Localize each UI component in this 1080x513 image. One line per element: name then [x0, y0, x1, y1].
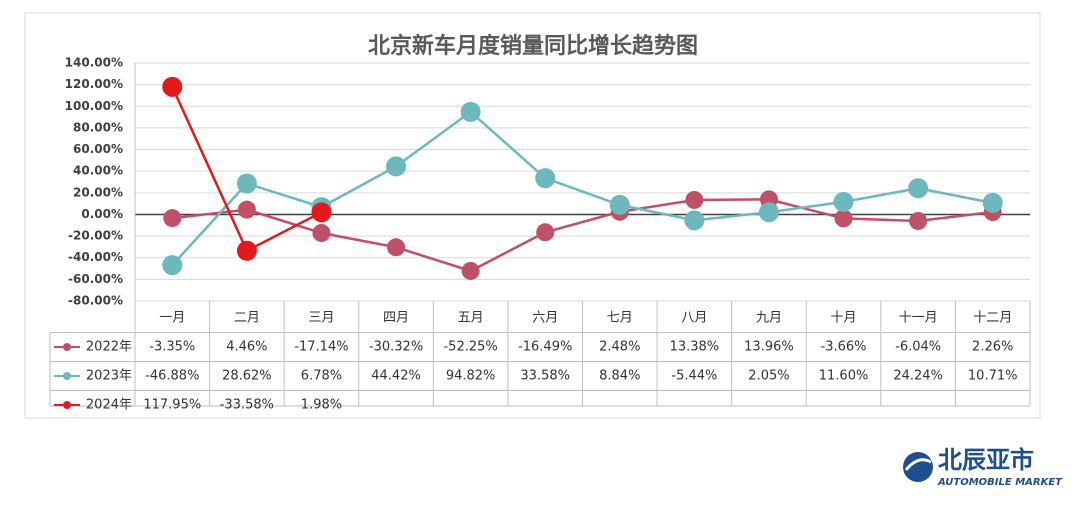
point — [834, 209, 853, 228]
point — [536, 223, 555, 242]
x-tick-label: 十二月 — [973, 311, 1012, 326]
table-value: -3.35% — [149, 340, 195, 355]
point — [833, 191, 854, 212]
x-tick-label: 九月 — [756, 311, 782, 326]
point — [758, 202, 779, 223]
logo-swoosh — [904, 458, 932, 471]
x-tick-label: 十月 — [831, 311, 857, 326]
y-tick-label: 60.00% — [73, 142, 123, 156]
point — [162, 255, 183, 276]
point — [237, 200, 256, 219]
y-tick-label: 100.00% — [65, 99, 123, 113]
x-tick-label: 五月 — [458, 311, 484, 326]
point — [236, 173, 257, 194]
table-value: -6.04% — [895, 340, 941, 355]
y-tick-label: -80.00% — [68, 294, 123, 308]
point — [312, 223, 331, 242]
table-value: 13.38% — [670, 340, 720, 355]
table-value: 2.05% — [748, 369, 789, 384]
y-tick-label: -40.00% — [68, 250, 123, 264]
point — [461, 261, 480, 280]
point — [684, 210, 705, 231]
table-value: 1.98% — [301, 398, 342, 413]
point — [387, 238, 406, 257]
point — [908, 178, 929, 199]
table-value: 33.58% — [520, 369, 570, 384]
point — [982, 192, 1003, 213]
logo: 北辰亚市 AUTOMOBILE MARKET — [903, 446, 1063, 488]
table-value: 2.26% — [972, 340, 1013, 355]
logo-subtitle: AUTOMOBILE MARKET — [937, 477, 1063, 488]
y-tick-label: 120.00% — [65, 77, 123, 91]
legend-marker — [63, 343, 71, 351]
table-value: 28.62% — [222, 369, 272, 384]
table-value: 8.84% — [599, 369, 640, 384]
table-value: 6.78% — [301, 369, 342, 384]
y-tick-label: 80.00% — [73, 120, 123, 134]
table-value: -52.25% — [443, 340, 497, 355]
series-line — [172, 198, 993, 273]
y-tick-label: 140.00% — [65, 56, 123, 70]
table-value: 10.71% — [968, 369, 1018, 384]
x-tick-label: 六月 — [532, 311, 558, 326]
table-value: 117.95% — [143, 398, 201, 413]
table-value: -33.58% — [220, 398, 274, 413]
y-tick-label: -20.00% — [68, 229, 123, 243]
y-tick-label: 20.00% — [73, 185, 123, 199]
point — [609, 194, 630, 215]
legend-marker — [63, 401, 71, 409]
table-value: -5.44% — [671, 369, 717, 384]
table-value: 2.48% — [599, 340, 640, 355]
x-tick-label: 十一月 — [899, 311, 938, 326]
table-value: -17.14% — [294, 340, 348, 355]
x-tick-label: 二月 — [234, 311, 260, 326]
point — [163, 209, 182, 228]
point — [311, 202, 332, 223]
x-tick-label: 七月 — [607, 311, 633, 326]
table-value: 4.46% — [226, 340, 267, 355]
logo-name: 北辰亚市 — [938, 446, 1034, 474]
legend-label: 2022年 — [86, 340, 132, 355]
table-value: -46.88% — [145, 369, 199, 384]
x-tick-label: 八月 — [681, 311, 707, 326]
x-tick-label: 一月 — [159, 311, 185, 326]
table-value: 94.82% — [446, 369, 496, 384]
y-tick-label: 0.00% — [81, 207, 123, 221]
table-value: -3.66% — [821, 340, 867, 355]
point — [909, 211, 928, 230]
table-value: -16.49% — [518, 340, 572, 355]
point — [236, 240, 257, 261]
legend-marker — [63, 372, 71, 380]
series-line — [171, 110, 993, 267]
table-value: 44.42% — [371, 369, 421, 384]
y-tick-label: 40.00% — [73, 164, 123, 178]
legend-label: 2023年 — [86, 369, 132, 384]
table-value: 24.24% — [893, 369, 943, 384]
chart-title: 北京新车月度销量同比增长趋势图 — [368, 33, 698, 59]
point — [162, 76, 183, 97]
x-tick-label: 三月 — [308, 311, 334, 326]
point — [460, 101, 481, 122]
table-value: 13.96% — [744, 340, 794, 355]
y-tick-label: -60.00% — [68, 272, 123, 286]
table-value: 11.60% — [819, 369, 869, 384]
point — [386, 156, 407, 177]
x-tick-label: 四月 — [383, 311, 409, 326]
legend-label: 2024年 — [86, 398, 132, 413]
point — [535, 168, 556, 189]
point — [685, 190, 704, 209]
table-value: -30.32% — [369, 340, 423, 355]
